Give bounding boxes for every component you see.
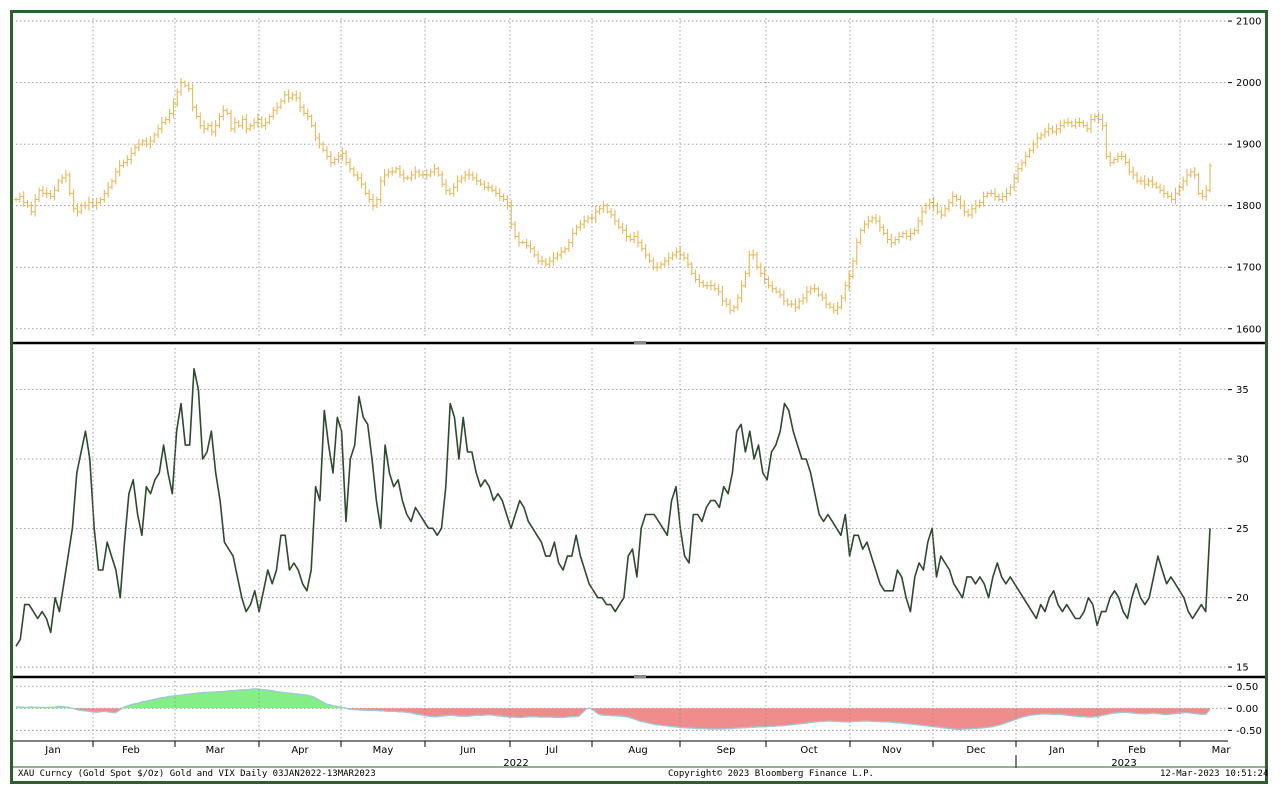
- x-tick-label: Feb: [122, 745, 140, 756]
- vix-panel: 15 20 25 30 35: [13, 341, 1265, 674]
- x-tick-label: Aug: [628, 745, 648, 756]
- x-tick-label: Feb: [1128, 745, 1146, 756]
- spread-positive-area: [16, 688, 1210, 709]
- footer-timestamp: 12-Mar-2023 10:51:24: [1160, 769, 1269, 779]
- y-tick-label: -0.50: [1236, 726, 1262, 737]
- y-tick-label: 1700: [1236, 263, 1261, 274]
- y-tick-label: 25: [1236, 524, 1249, 535]
- x-tick-label: Oct: [800, 745, 817, 756]
- y-tick-label: 30: [1236, 454, 1249, 465]
- x-tick-label: Dec: [966, 745, 985, 756]
- x-tick-label: Mar: [1212, 745, 1232, 756]
- y-tick-label: 0.50: [1236, 682, 1258, 693]
- footer-security-label: XAU Curncy (Gold Spot $/Oz) Gold and VIX…: [18, 769, 376, 779]
- x-tick-label: Sep: [717, 745, 736, 756]
- footer-copyright: Copyright© 2023 Bloomberg Finance L.P.: [668, 769, 874, 779]
- x-tick-label: Jun: [459, 745, 476, 756]
- panel-resize-handle: [634, 675, 646, 678]
- x-year-label: 2023: [1111, 758, 1136, 769]
- x-tick-label: Nov: [882, 745, 902, 756]
- y-tick-label: 0.00: [1236, 704, 1258, 715]
- y-tick-label: 2100: [1236, 17, 1261, 28]
- x-year-label: 2022: [503, 758, 528, 769]
- vix-series-line: [15, 368, 1211, 647]
- x-tick-label: Mar: [206, 745, 226, 756]
- x-tick-label: Jan: [1048, 745, 1064, 756]
- y-tick-label: 20: [1236, 593, 1249, 604]
- panel-resize-handle: [634, 341, 646, 344]
- x-tick-label: May: [373, 745, 394, 756]
- spread-series-line: [16, 688, 1211, 731]
- y-tick-label: 1600: [1236, 324, 1261, 335]
- y-tick-label: 1900: [1236, 140, 1261, 151]
- x-tick-label: Apr: [291, 745, 309, 756]
- y-tick-label: 35: [1236, 385, 1249, 396]
- y-tick-label: 2000: [1236, 78, 1261, 89]
- spread-negative-area: [16, 708, 1210, 730]
- x-axis: Jan Feb Mar Apr May Jun Jul Aug Sep Oct Nov Dec Jan F…: [13, 18, 1265, 769]
- gold-vix-spread-panel: 0.50 0.00 -0.50: [13, 675, 1265, 737]
- chart-frame: [10, 10, 1268, 784]
- x-tick-label: Jul: [545, 745, 558, 756]
- gold-price-panel: 1600 1700 1800 1900 2000 2100: [14, 17, 1261, 335]
- y-tick-label: 1800: [1236, 201, 1261, 212]
- y-tick-label: 15: [1236, 663, 1249, 674]
- x-tick-label: Jan: [44, 745, 60, 756]
